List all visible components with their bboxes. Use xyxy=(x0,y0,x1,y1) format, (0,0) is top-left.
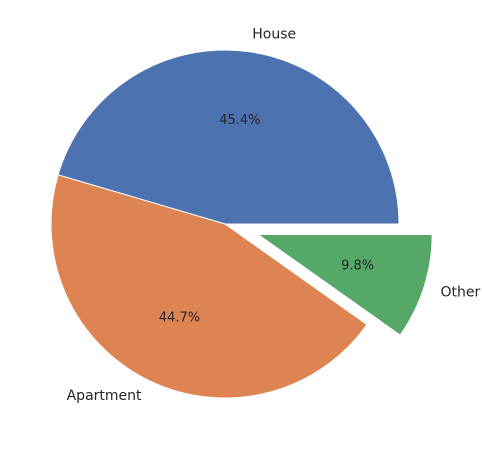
pie-slice-other xyxy=(257,234,433,336)
slice-label-apartment: Apartment xyxy=(67,388,142,404)
percent-label-house: 45.4% xyxy=(219,113,260,128)
pie-slice-apartment xyxy=(50,174,368,399)
percent-label-apartment: 44.7% xyxy=(159,310,200,325)
slice-label-house: House xyxy=(252,27,296,43)
slice-label-other: Other xyxy=(441,285,481,301)
percent-label-other: 9.8% xyxy=(341,259,374,274)
slices-layer xyxy=(50,49,433,399)
labels-layer: House 45.4% Apartment 44.7% Other 9.8% xyxy=(67,27,481,405)
pie-slice-house xyxy=(57,49,400,225)
